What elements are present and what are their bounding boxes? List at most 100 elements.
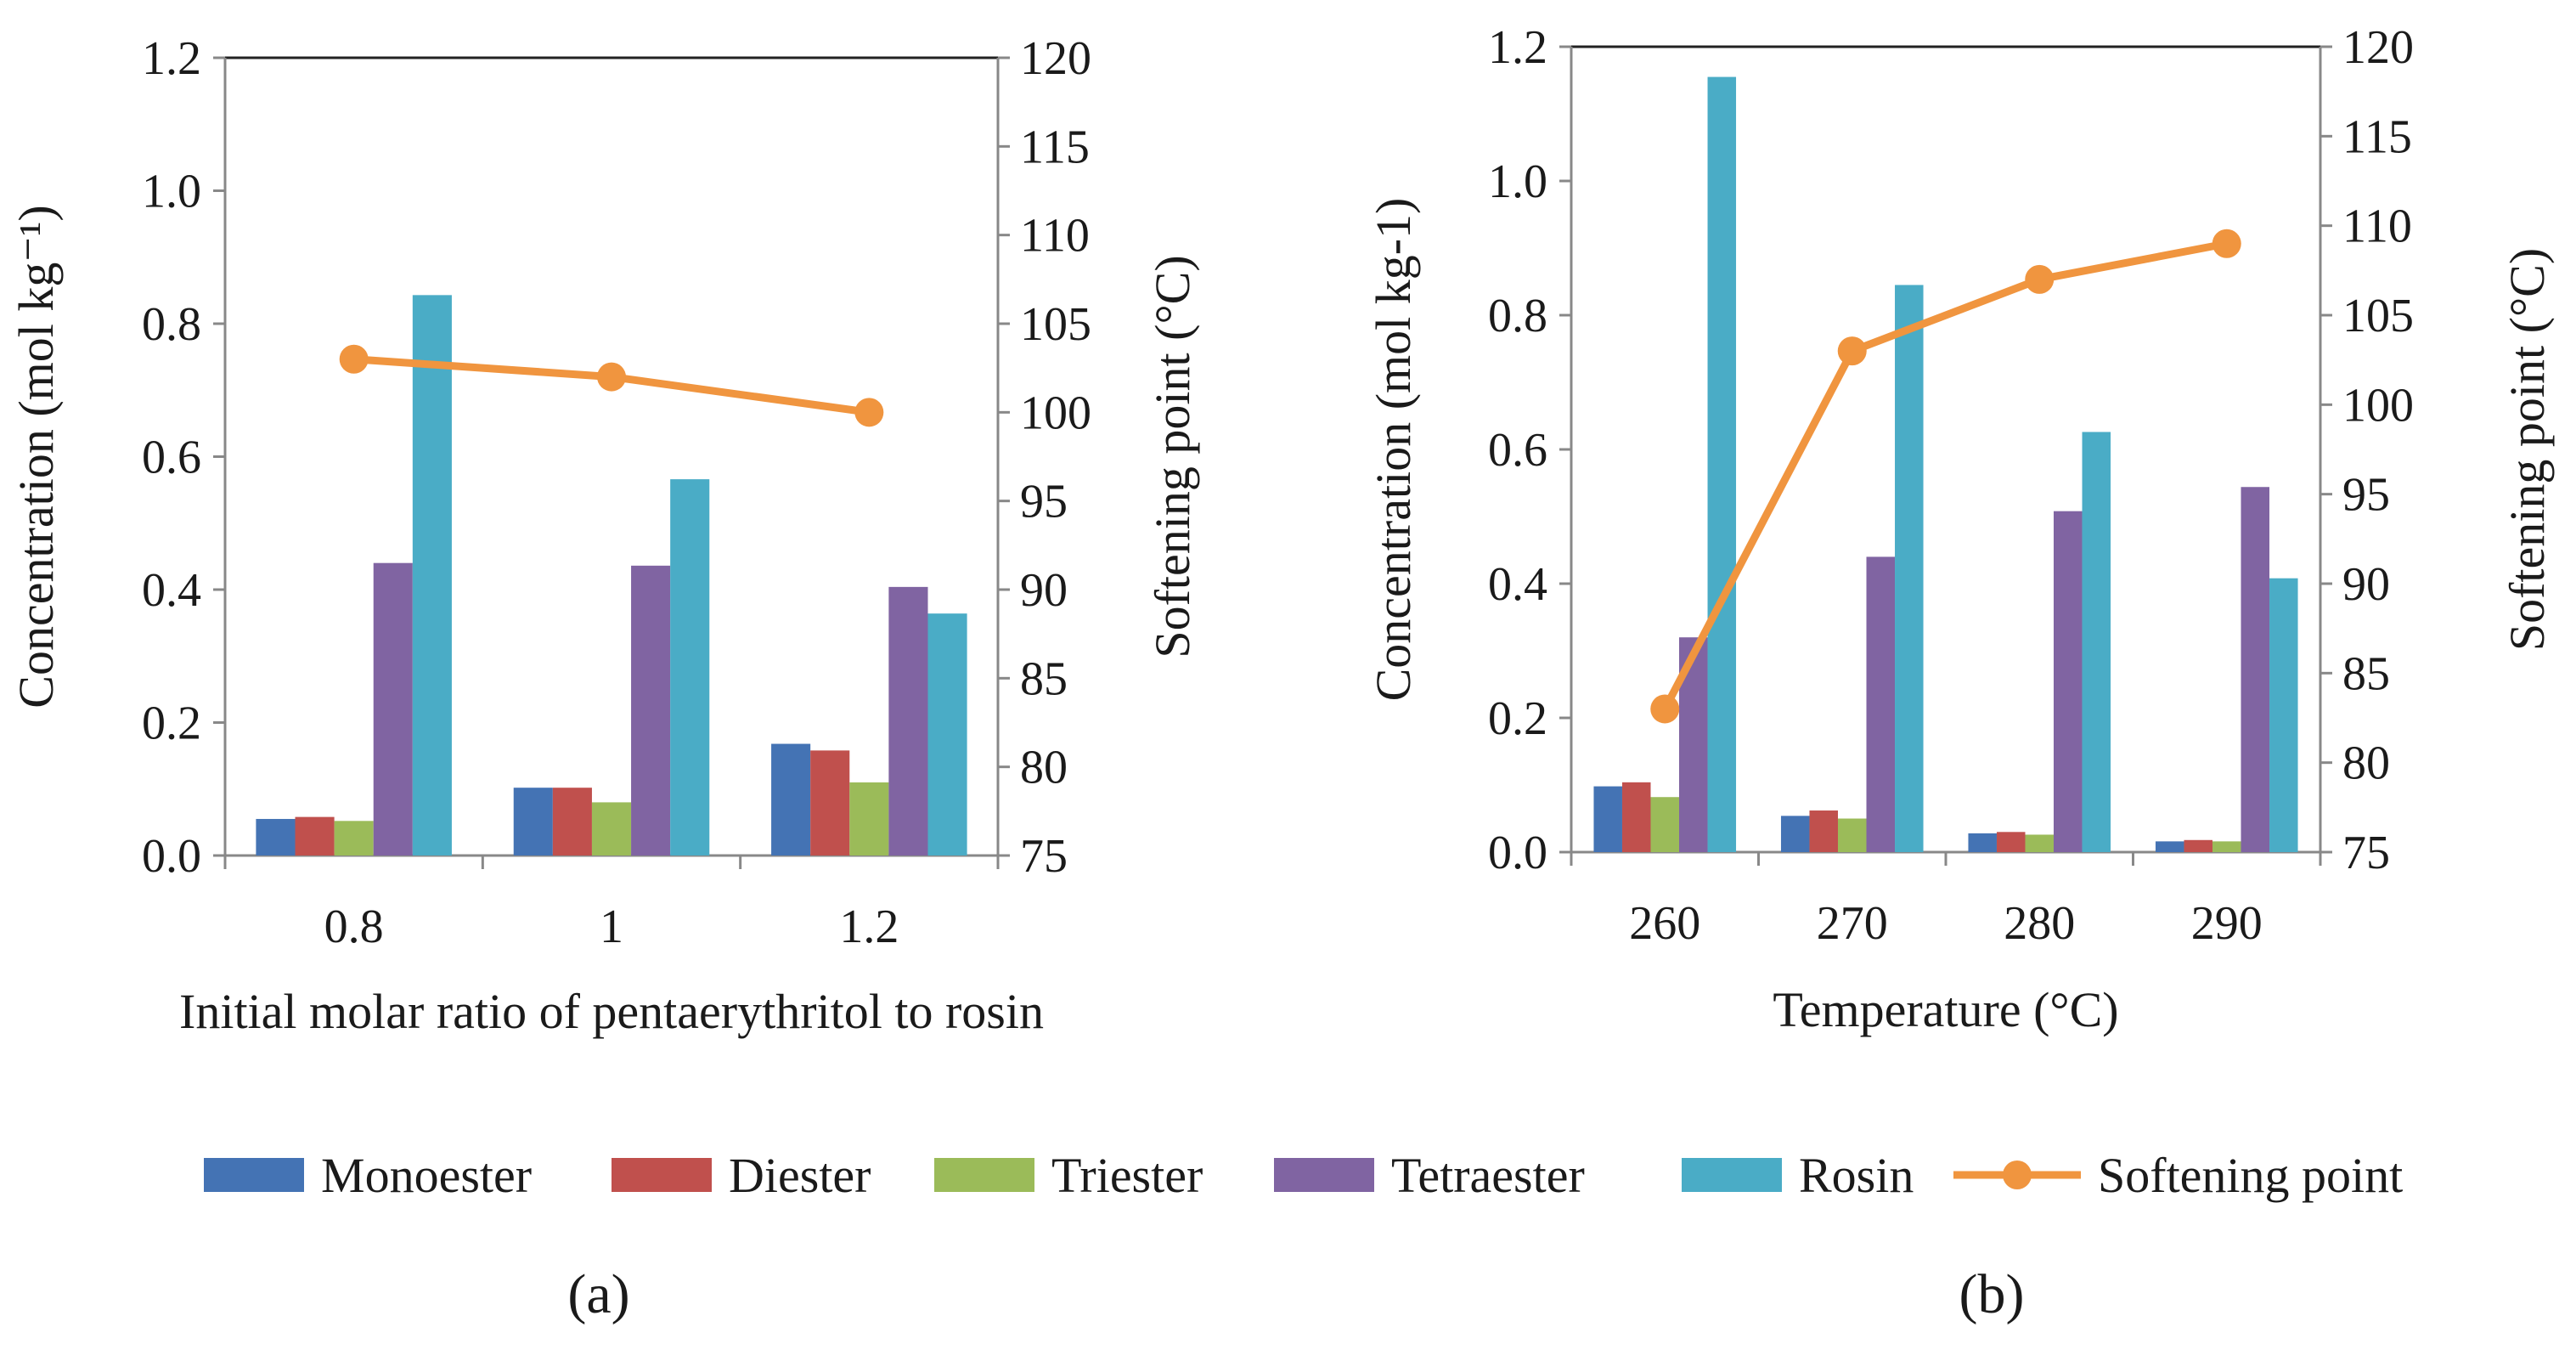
y2-tick-label: 100 [2342, 379, 2414, 432]
y-tick-label: 1.2 [1488, 21, 1547, 74]
bar-monoester [2155, 841, 2184, 852]
bar-monoester [771, 743, 811, 856]
bar-tetraester [1866, 556, 1896, 852]
y-axis-title: Concentration (mol kg⁻¹) [8, 205, 64, 708]
y2-tick-label: 85 [1020, 652, 1068, 705]
y2-tick-label: 95 [1020, 476, 1068, 528]
panel-label-a: (a) [567, 1263, 629, 1325]
legend-label: Diester [729, 1148, 871, 1203]
y2-tick-label: 80 [1020, 742, 1068, 794]
softening-point-marker [2025, 264, 2055, 294]
bar-diester [1621, 782, 1651, 852]
bar-monoester [1593, 786, 1622, 852]
x-tick-label: 290 [2191, 897, 2263, 950]
softening-point-line [1661, 240, 2228, 711]
y-tick-label: 1.0 [1488, 155, 1547, 208]
x-tick-label: 0.8 [324, 901, 384, 953]
bar-triester [2025, 834, 2055, 852]
y-tick-label: 0.2 [1488, 692, 1547, 745]
bar-triester [1837, 818, 1867, 852]
y-tick-label: 1.0 [142, 166, 201, 218]
legend-label: Monoester [321, 1148, 532, 1203]
legend: Monoester Diester Triester Tetraester Rosin S… [204, 1148, 2403, 1203]
softening-point-marker [339, 344, 369, 374]
bar-tetraester [2241, 487, 2270, 852]
y2-tick-label: 115 [2342, 110, 2412, 163]
bar-rosin [2082, 432, 2111, 852]
y2-tick-label: 115 [1020, 121, 1090, 173]
y2-tick-label: 105 [1020, 298, 1091, 351]
x-tick-label: 260 [1629, 897, 1700, 950]
x-tick-label: 270 [1817, 897, 1888, 950]
bar-triester [334, 821, 374, 856]
panel-label-b: (b) [1959, 1263, 2025, 1325]
y2-tick-label: 110 [1020, 210, 1090, 263]
legend-swatch-rosin [1682, 1158, 1782, 1192]
bar-diester [552, 788, 592, 856]
y-tick-label: 0.6 [1488, 424, 1547, 477]
y-tick-label: 0.4 [1488, 558, 1547, 611]
bar-triester [849, 782, 889, 856]
bar-triester [2212, 841, 2241, 852]
y2-tick-label: 75 [2342, 827, 2390, 879]
legend-label: Tetraester [1391, 1148, 1585, 1203]
y2-tick-label: 105 [2342, 290, 2414, 342]
y-tick-label: 0.8 [142, 298, 201, 351]
bar-monoester [1968, 833, 1997, 852]
x-tick-label: 280 [2004, 897, 2075, 950]
chart-panel-b: 0.0 0.2 0.4 0.6 0.8 1.0 1.2 75 80 85 90 95 100 105 110… [1366, 21, 2555, 1037]
bar-triester [591, 802, 632, 856]
bar-diester [1809, 810, 1838, 852]
legend-label: Softening point [2098, 1148, 2403, 1203]
bar-diester [1996, 832, 2026, 852]
y-tick-label: 0.0 [142, 830, 201, 883]
legend-label: Rosin [1799, 1148, 1914, 1203]
softening-point-marker [2212, 229, 2241, 258]
bar-diester [295, 816, 335, 856]
bar-rosin [670, 479, 710, 856]
x-axis-title: Initial molar ratio of pentaerythritol t… [179, 984, 1044, 1039]
bar-tetraester [631, 565, 671, 856]
y2-tick-label: 90 [1020, 564, 1068, 617]
x-tick-label: 1.2 [839, 901, 899, 953]
bar-rosin [927, 613, 967, 856]
y-tick-label: 0.2 [142, 697, 201, 750]
y2-axis-title: Softening point (°C) [2500, 248, 2555, 651]
bar-tetraester [2054, 511, 2083, 852]
softening-point-marker [597, 362, 626, 392]
y-tick-label: 0.6 [142, 432, 201, 484]
y-tick-label: 0.8 [1488, 290, 1547, 342]
bar-rosin [1707, 76, 1737, 853]
bar-tetraester [373, 562, 413, 856]
y2-tick-label: 85 [2342, 647, 2390, 700]
bar-diester [2184, 839, 2212, 852]
legend-swatch-softening-point-marker [2003, 1161, 2032, 1189]
y2-tick-label: 120 [2342, 21, 2414, 74]
y2-tick-label: 100 [1020, 387, 1091, 439]
y2-tick-label: 110 [2342, 200, 2412, 253]
chart-panel-a: 0.0 0.2 0.4 0.6 0.8 1.0 1.2 75 80 85 90 95 100 105 110… [8, 32, 1200, 1039]
legend-swatch-triester [934, 1158, 1034, 1192]
bar-rosin [2269, 578, 2298, 852]
legend-label: Triester [1051, 1148, 1203, 1203]
y2-tick-label: 80 [2342, 737, 2390, 790]
y-tick-label: 0.0 [1488, 827, 1547, 879]
y-tick-label: 0.4 [142, 564, 201, 617]
bar-rosin [1895, 285, 1924, 852]
x-axis-title: Temperature (°C) [1773, 982, 2118, 1037]
legend-swatch-monoester [204, 1158, 304, 1192]
bar-rosin [412, 295, 452, 856]
y2-axis-title: Softening point (°C) [1145, 255, 1200, 658]
bar-monoester [513, 788, 553, 856]
y2-tick-label: 90 [2342, 558, 2390, 611]
softening-point-marker [1837, 336, 1867, 366]
softening-point-marker [1650, 694, 1680, 724]
y2-tick-label: 120 [1020, 32, 1091, 85]
bar-tetraester [888, 586, 928, 856]
bar-diester [810, 750, 850, 856]
y2-tick-label: 95 [2342, 469, 2390, 522]
x-tick-label: 1 [600, 901, 623, 953]
bar-triester [1650, 797, 1680, 852]
